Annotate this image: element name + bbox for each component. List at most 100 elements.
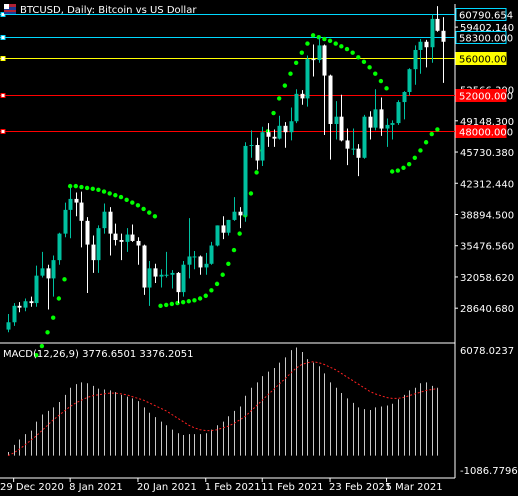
candle-body-55 [317, 45, 322, 61]
candle-body-36 [209, 245, 214, 264]
sar-dot-73 [418, 148, 423, 153]
candle-body-37 [215, 225, 220, 246]
candle-body-46 [266, 132, 271, 137]
flag-icon [4, 4, 16, 14]
candle-body-3 [23, 301, 28, 308]
sar-dot-23 [135, 203, 141, 208]
candle-body-76 [435, 18, 440, 31]
candle-body-6 [40, 268, 45, 276]
sar-dot-17 [101, 189, 107, 194]
sar-dot-20 [118, 194, 124, 200]
sar-dot-75 [429, 131, 434, 137]
candle-body-48 [277, 125, 282, 139]
sar-dot-5 [34, 352, 39, 358]
candle-body-73 [418, 41, 423, 50]
level-label-3: 52000.000 [459, 92, 513, 103]
sar-dot-59 [339, 44, 344, 49]
sar-dot-9 [56, 296, 62, 301]
candle-body-2 [17, 305, 22, 308]
sar-dot-35 [203, 293, 208, 298]
level-handle-0[interactable] [0, 12, 6, 17]
macd-axis-bottom: -1086.7796 [460, 466, 518, 477]
sar-dot-60 [344, 46, 350, 52]
macd-signal-line [7, 361, 438, 457]
main-panel[interactable] [0, 4, 456, 344]
candle-body-12 [74, 198, 79, 203]
sar-dot-43 [248, 191, 254, 196]
chart-title: BTCUSD, Daily: Bitcoin vs US Dollar [20, 5, 197, 16]
price-tick-label-2: 49148.300 [460, 117, 514, 128]
macd-histogram [8, 347, 438, 456]
level-handle-4[interactable] [0, 129, 6, 134]
macd-axis-top: 6078.0237 [460, 346, 514, 357]
candle-body-60 [345, 140, 350, 149]
candle-body-67 [385, 124, 390, 129]
candle-body-22 [130, 234, 135, 241]
candle-body-4 [29, 301, 34, 304]
sar-dot-28 [164, 302, 169, 308]
sar-dot-57 [327, 38, 333, 44]
sar-dot-8 [51, 315, 56, 320]
candle-body-32 [187, 256, 192, 265]
candle-body-31 [181, 264, 186, 293]
candle-body-13 [79, 202, 84, 221]
date-axis: 29 Dec 2020 8 Jan 2021 20 Jan 2021 1 Feb 20… [0, 478, 443, 493]
candle-body-23 [136, 240, 141, 246]
candle-body-63 [362, 116, 367, 158]
candle-body-57 [328, 75, 333, 124]
candle-body-62 [356, 148, 361, 158]
candle-body-44 [255, 145, 260, 161]
sar-dot-32 [186, 299, 191, 304]
price-tick-label-8: 28640.680 [460, 304, 514, 315]
sar-dot-51 [293, 60, 299, 65]
sar-dot-76 [435, 127, 440, 132]
sar-dot-10 [62, 277, 67, 282]
sar-dot-38 [220, 272, 225, 277]
candle-body-42 [243, 145, 248, 216]
level-handle-1[interactable] [0, 35, 6, 40]
candle-body-9 [57, 233, 62, 261]
candle-body-7 [46, 268, 51, 279]
candle-body-71 [407, 69, 412, 93]
candle-body-25 [147, 268, 152, 288]
candle-body-58 [334, 116, 339, 124]
candle-body-65 [373, 109, 378, 128]
candle-body-69 [396, 102, 401, 124]
candle-body-26 [153, 268, 158, 277]
date-tick-label-5: 23 Feb 2021 [329, 482, 391, 493]
price-levels [0, 12, 455, 134]
candle-body-8 [51, 260, 56, 279]
level-label-1: 58300.000 [459, 34, 513, 45]
sar-dot-41 [237, 231, 242, 236]
candle-body-27 [159, 274, 164, 277]
sar-dot-58 [333, 41, 338, 46]
sar-dot-44 [254, 170, 259, 175]
macd-panel[interactable]: MACD(12,26,9) 3776.6501 3376.2051 6078.0… [0, 343, 518, 479]
sar-dot-25 [147, 210, 152, 215]
sar-dot-39 [226, 261, 231, 266]
sar-dot-26 [152, 214, 158, 219]
sar-dot-52 [299, 50, 304, 55]
candle-body-66 [379, 109, 384, 129]
price-tick-label-5: 38894.500 [460, 210, 514, 221]
sar-dot-29 [169, 301, 175, 307]
sar-dot-24 [141, 206, 146, 212]
sar-dot-69 [395, 168, 401, 173]
level-handle-3[interactable] [0, 93, 6, 98]
level-label-box-2 [455, 52, 507, 65]
price-tick-label-7: 32058.620 [460, 273, 514, 284]
candle-body-28 [164, 274, 169, 276]
candle-body-34 [198, 256, 203, 268]
sar-dot-49 [282, 83, 288, 88]
macd-signal-polyline [7, 361, 438, 457]
sar-dot-13 [79, 184, 84, 190]
candle-body-43 [249, 145, 254, 147]
sar-dot-36 [209, 288, 214, 293]
level-handle-2[interactable] [0, 56, 6, 61]
sar-dot-61 [350, 50, 355, 55]
candle-body-14 [85, 220, 90, 245]
candle-body-1 [12, 305, 17, 323]
candle-body-5 [34, 275, 39, 304]
candle-body-47 [272, 136, 277, 139]
